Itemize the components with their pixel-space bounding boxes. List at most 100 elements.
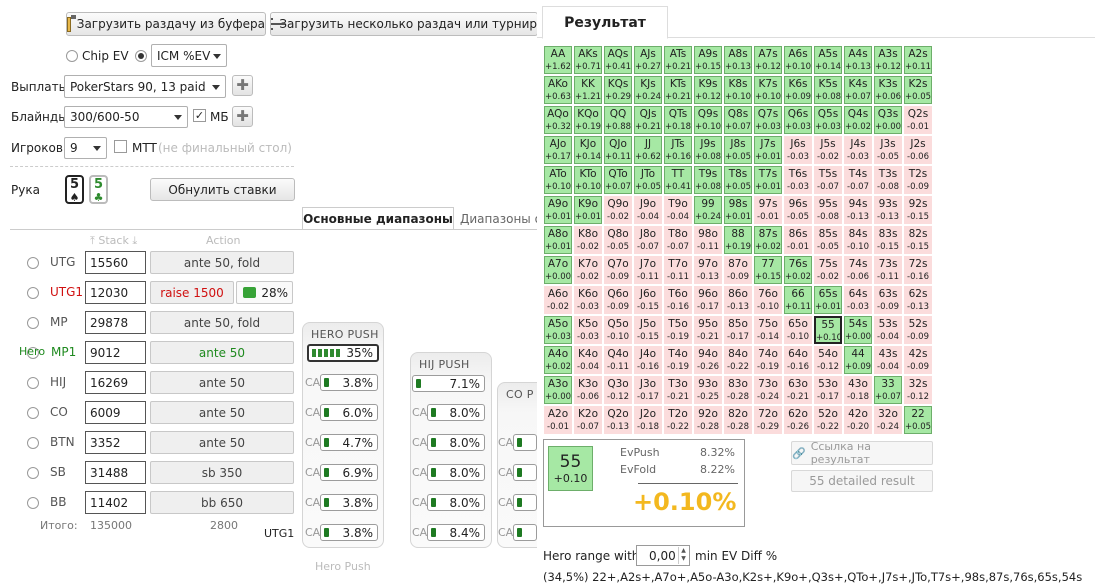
hand-cell[interactable]: 86o -0.13 bbox=[724, 286, 752, 314]
stack-input[interactable]: 15560 bbox=[85, 251, 146, 274]
stack-input[interactable]: 31488 bbox=[85, 461, 146, 484]
hand-cell[interactable]: Q2o -0.13 bbox=[604, 406, 632, 434]
hand-cell[interactable]: 96o -0.17 bbox=[694, 286, 722, 314]
hand-cell[interactable]: KTo +0.10 bbox=[574, 166, 602, 194]
hand-cell[interactable]: T2o -0.22 bbox=[664, 406, 692, 434]
hand-cell[interactable]: T7s +0.01 bbox=[754, 166, 782, 194]
hand-cell[interactable]: 53s -0.04 bbox=[874, 316, 902, 344]
hand-cell[interactable]: A6o -0.02 bbox=[544, 286, 572, 314]
hand-cell[interactable]: 97o -0.13 bbox=[694, 256, 722, 284]
hand-cell[interactable]: Q7o -0.09 bbox=[604, 256, 632, 284]
blinds-select[interactable]: 300/600-50 bbox=[64, 106, 188, 128]
hand-cell[interactable]: A8s +0.13 bbox=[724, 46, 752, 74]
chip-ev-radio[interactable] bbox=[66, 50, 78, 62]
mtt-checkbox[interactable] bbox=[114, 140, 127, 153]
hand-cell[interactable]: K5s +0.08 bbox=[814, 76, 842, 104]
hand-cell[interactable]: 54o -0.12 bbox=[814, 346, 842, 374]
raise-range[interactable]: 28% bbox=[236, 281, 293, 304]
stack-input[interactable]: 9012 bbox=[85, 341, 146, 364]
call-range[interactable]: 8.0% bbox=[427, 404, 485, 421]
hand-cell[interactable]: AJs +0.27 bbox=[634, 46, 662, 74]
load-many-button[interactable]: Загрузить несколько раздач или турнир bbox=[270, 12, 538, 36]
call-range[interactable] bbox=[513, 494, 537, 511]
result-link-button[interactable]: 🔗 Ссылка на результат bbox=[791, 440, 933, 466]
hand-cell[interactable]: T5o -0.19 bbox=[664, 316, 692, 344]
hand-cell[interactable]: T3s -0.08 bbox=[874, 166, 902, 194]
hand-cell[interactable]: Q7s +0.03 bbox=[754, 106, 782, 134]
hand-cell[interactable]: J8s +0.05 bbox=[724, 136, 752, 164]
hand-cell[interactable]: ATs +0.21 bbox=[664, 46, 692, 74]
hand-cell[interactable]: 32o -0.24 bbox=[874, 406, 902, 434]
hand-cell[interactable]: 83s -0.15 bbox=[874, 226, 902, 254]
call-range[interactable]: 3.8% bbox=[320, 494, 378, 511]
hand-cell[interactable]: 94o -0.26 bbox=[694, 346, 722, 374]
card-spade[interactable]: 5 ♠ bbox=[65, 175, 84, 204]
hand-cell[interactable]: AQo +0.32 bbox=[544, 106, 572, 134]
call-range[interactable] bbox=[513, 434, 537, 451]
hand-cell[interactable]: T7o -0.11 bbox=[664, 256, 692, 284]
hand-cell[interactable]: 54s +0.00 bbox=[844, 316, 872, 344]
hand-cell[interactable]: T3o -0.21 bbox=[664, 376, 692, 404]
hand-cell[interactable]: 33 +0.07 bbox=[874, 376, 902, 404]
call-range[interactable]: 8.0% bbox=[427, 464, 485, 481]
bb-ante-checkbox[interactable]: ✓ bbox=[193, 109, 206, 122]
call-range[interactable] bbox=[513, 524, 537, 541]
hand-cell[interactable]: 85s -0.05 bbox=[814, 226, 842, 254]
hand-cell[interactable]: 64s -0.03 bbox=[844, 286, 872, 314]
hand-cell[interactable]: K3s +0.06 bbox=[874, 76, 902, 104]
hand-cell[interactable]: K7s +0.10 bbox=[754, 76, 782, 104]
hand-cell[interactable]: Q9o -0.02 bbox=[604, 196, 632, 224]
hand-cell[interactable]: 82o -0.28 bbox=[724, 406, 752, 434]
action-button[interactable]: sb 350 bbox=[150, 461, 294, 484]
hand-cell[interactable]: 74o -0.19 bbox=[754, 346, 782, 374]
stack-input[interactable]: 16269 bbox=[85, 371, 146, 394]
hand-cell[interactable]: 92s -0.15 bbox=[904, 196, 932, 224]
stack-input[interactable]: 11402 bbox=[85, 491, 146, 514]
hand-cell[interactable]: J4s -0.03 bbox=[844, 136, 872, 164]
hand-cell[interactable]: 82s -0.15 bbox=[904, 226, 932, 254]
hand-cell[interactable]: K7o -0.02 bbox=[574, 256, 602, 284]
hand-cell[interactable]: Q5s +0.03 bbox=[814, 106, 842, 134]
hand-cell[interactable]: Q4s +0.02 bbox=[844, 106, 872, 134]
hand-cell[interactable]: Q6o -0.09 bbox=[604, 286, 632, 314]
seat-radio[interactable] bbox=[27, 407, 39, 419]
call-range[interactable]: 3.8% bbox=[320, 524, 378, 541]
hand-cell[interactable]: T8s +0.05 bbox=[724, 166, 752, 194]
hand-cell[interactable]: Q5o -0.10 bbox=[604, 316, 632, 344]
hand-cell[interactable]: KQo +0.19 bbox=[574, 106, 602, 134]
hand-cell[interactable]: A7s +0.12 bbox=[754, 46, 782, 74]
hand-cell[interactable]: 73s -0.11 bbox=[874, 256, 902, 284]
hand-cell[interactable]: Q4o -0.11 bbox=[604, 346, 632, 374]
hand-cell[interactable]: A9s +0.15 bbox=[694, 46, 722, 74]
hand-cell[interactable]: 86s -0.01 bbox=[784, 226, 812, 254]
hand-cell[interactable]: AKs +0.71 bbox=[574, 46, 602, 74]
hand-cell[interactable]: 43o -0.18 bbox=[844, 376, 872, 404]
hand-cell[interactable]: J2s -0.06 bbox=[904, 136, 932, 164]
hand-cell[interactable]: 83o -0.28 bbox=[724, 376, 752, 404]
call-range[interactable]: 6.0% bbox=[320, 404, 378, 421]
hand-cell[interactable]: 62s -0.13 bbox=[904, 286, 932, 314]
hand-cell[interactable]: AQs +0.41 bbox=[604, 46, 632, 74]
hand-cell[interactable]: A5o +0.03 bbox=[544, 316, 572, 344]
hand-cell[interactable]: 65s +0.01 bbox=[814, 286, 842, 314]
hand-cell[interactable]: K6s +0.09 bbox=[784, 76, 812, 104]
hand-cell[interactable]: K8o -0.02 bbox=[574, 226, 602, 254]
hand-cell[interactable]: T8o -0.07 bbox=[664, 226, 692, 254]
card-club[interactable]: 5 ♣ bbox=[89, 175, 108, 204]
hand-cell[interactable]: A7o +0.00 bbox=[544, 256, 572, 284]
hand-cell[interactable]: 98s +0.01 bbox=[724, 196, 752, 224]
hand-cell[interactable]: 85o -0.17 bbox=[724, 316, 752, 344]
call-range[interactable]: 3.8% bbox=[320, 374, 378, 391]
hand-cell[interactable]: A8o +0.01 bbox=[544, 226, 572, 254]
seat-radio[interactable] bbox=[27, 437, 39, 449]
hand-cell[interactable]: Q9s +0.10 bbox=[694, 106, 722, 134]
hand-cell[interactable]: T6o -0.16 bbox=[664, 286, 692, 314]
hand-cell[interactable]: K9o +0.01 bbox=[574, 196, 602, 224]
hand-cell[interactable]: 42s -0.09 bbox=[904, 346, 932, 374]
stack-input[interactable]: 6009 bbox=[85, 401, 146, 424]
players-select[interactable]: 9 bbox=[64, 137, 107, 159]
hand-cell[interactable]: AKo +0.63 bbox=[544, 76, 572, 104]
action-button[interactable]: ante 50 bbox=[150, 431, 294, 454]
hand-cell[interactable]: KK +1.21 bbox=[574, 76, 602, 104]
hand-cell[interactable]: 95o -0.21 bbox=[694, 316, 722, 344]
